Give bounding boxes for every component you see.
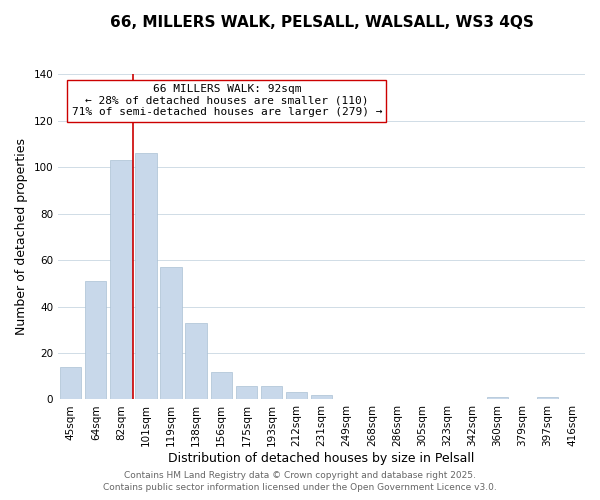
Bar	[185, 323, 207, 400]
Bar	[311, 395, 332, 400]
Y-axis label: Number of detached properties: Number of detached properties	[15, 138, 28, 336]
Bar	[487, 397, 508, 400]
Bar	[236, 386, 257, 400]
Title: 66, MILLERS WALK, PELSALL, WALSALL, WS3 4QS: 66, MILLERS WALK, PELSALL, WALSALL, WS3 …	[110, 15, 533, 30]
Bar	[286, 392, 307, 400]
Bar	[136, 153, 157, 400]
Text: Contains HM Land Registry data © Crown copyright and database right 2025.
Contai: Contains HM Land Registry data © Crown c…	[103, 471, 497, 492]
Bar	[261, 386, 282, 400]
Text: 66 MILLERS WALK: 92sqm
← 28% of detached houses are smaller (110)
71% of semi-de: 66 MILLERS WALK: 92sqm ← 28% of detached…	[71, 84, 382, 117]
Bar	[211, 372, 232, 400]
Bar	[110, 160, 131, 400]
Bar	[160, 267, 182, 400]
X-axis label: Distribution of detached houses by size in Pelsall: Distribution of detached houses by size …	[169, 452, 475, 465]
Bar	[60, 367, 82, 400]
Bar	[85, 281, 106, 400]
Bar	[537, 397, 558, 400]
